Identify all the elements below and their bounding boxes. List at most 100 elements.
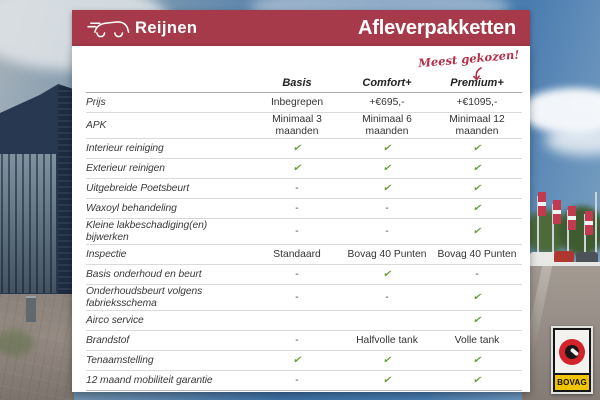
table-row: Exterieur reinigen ✔ ✔ ✔ [86, 158, 522, 178]
check-icon: ✔ [472, 142, 482, 154]
red-flag [538, 192, 546, 216]
bovag-wordmark: BOVAG [555, 375, 589, 390]
row-label: Interieur reiniging [86, 142, 164, 154]
table-row: Inspectie Standaard Bovag 40 Punten Bovag … [86, 244, 522, 264]
cell-value: - [295, 202, 299, 214]
row-label: 12 maand mobiliteit garantie [86, 374, 213, 386]
row-label: APK [86, 119, 107, 131]
flag-pole [537, 196, 539, 262]
table-row: Brandstof - Halfvolle tank Volle tank [86, 330, 522, 350]
car [530, 252, 556, 263]
package-table-body: Prijs Inbegrepen +€695,- +€1095,- APK Mini… [86, 92, 522, 392]
table-row: Airco service ✔ [86, 310, 522, 330]
brand-logo: Reijnen [86, 14, 197, 43]
check-icon: ✔ [472, 202, 482, 214]
row-label: Kleine lakbeschadiging(en) bijwerken [86, 220, 208, 243]
cell-value: - [385, 291, 389, 303]
car [554, 251, 574, 262]
cell-value: +€1095,- [456, 96, 498, 108]
guard-rail [524, 262, 600, 267]
table-row: Onderhoudsbeurt volgens fabrieksschema -… [86, 284, 522, 310]
check-icon: ✔ [472, 162, 482, 174]
row-label: Uitgebreide Poetsbeurt [86, 182, 190, 194]
cell-value: Volle tank [454, 334, 500, 346]
row-label: Waxoyl behandeling [86, 202, 177, 214]
row-label: Exterieur reinigen [86, 162, 165, 174]
dealership-building [0, 84, 84, 302]
brand-name: Reijnen [135, 18, 198, 37]
check-icon: ✔ [292, 142, 302, 154]
check-icon: ✔ [382, 269, 392, 281]
cell-value: +€695,- [369, 96, 405, 108]
flag-pole [552, 204, 554, 262]
cell-value: Bovag 40 Punten [437, 248, 517, 260]
row-label: Onderhoudsbeurt volgens fabrieksschema [86, 286, 203, 309]
cell-value: - [475, 268, 479, 280]
cell-value: - [295, 291, 299, 303]
check-icon: ✔ [382, 355, 392, 367]
cell-value: - [295, 182, 299, 194]
bovag-emblem-area [555, 330, 589, 373]
check-icon: ✔ [472, 292, 482, 304]
check-icon: ✔ [382, 142, 392, 154]
package-table-card: Meest gekozen! Basis Comfort+ Premium+ P… [72, 46, 530, 392]
annotation-arrow-icon [470, 67, 484, 87]
red-flag [568, 206, 576, 230]
check-icon: ✔ [382, 375, 392, 387]
flag-pole [567, 210, 569, 262]
check-icon: ✔ [292, 355, 302, 367]
lamppost [595, 192, 597, 262]
row-label: Airco service [86, 314, 144, 326]
table-row: Waxoyl behandeling - - ✔ [86, 198, 522, 218]
table-row: Tenaamstelling ✔ ✔ ✔ [86, 350, 522, 370]
bovag-logo: BOVAG [551, 326, 593, 394]
red-flag [553, 200, 561, 224]
cell-value: - [295, 374, 299, 386]
table-row: Interieur reiniging ✔ ✔ ✔ [86, 138, 522, 158]
row-label: Prijs [86, 96, 106, 108]
bovag-wheel-icon [559, 338, 585, 365]
car-sketch-icon [86, 14, 130, 43]
cell-value: Minimaal 12 maanden [449, 114, 505, 137]
table-row: 12 maand mobiliteit garantie - ✔ ✔ [86, 370, 522, 390]
row-label: Inspectie [86, 248, 127, 260]
flag-pole [584, 214, 586, 262]
cell-value: Standaard [273, 248, 321, 260]
column-header-comfort: Comfort+ [362, 77, 412, 89]
cell-value: Halfvolle tank [356, 334, 418, 346]
table-row: Garantie Wettelijk12 Maanden12 Maanden [86, 390, 522, 392]
cell-value: - [295, 225, 299, 237]
parked-cars [528, 249, 600, 265]
row-label: Tenaamstelling [86, 354, 154, 366]
row-label: Brandstof [86, 334, 130, 346]
cell-value: - [295, 268, 299, 280]
column-headers: Basis Comfort+ Premium+ [86, 46, 522, 92]
table-row: Kleine lakbeschadiging(en) bijwerken - - ✔ [86, 218, 522, 244]
cell-value: Bovag 40 Punten [347, 248, 427, 260]
grass-patch [0, 330, 34, 356]
red-flag [585, 211, 593, 235]
cell-value: - [385, 202, 389, 214]
row-label: Basis onderhoud en beurt [86, 268, 202, 280]
car [576, 252, 598, 263]
table-row: APK Minimaal 3 maanden Minimaal 6 maanden… [86, 112, 522, 138]
table-row: Uitgebreide Poetsbeurt - ✔ ✔ [86, 178, 522, 198]
table-row: Basis onderhoud en beurt - ✔ - [86, 264, 522, 284]
cell-value: Minimaal 6 maanden [362, 114, 412, 137]
building-glass-facade [0, 153, 56, 294]
cell-value: Inbegrepen [270, 96, 324, 108]
card-header: Reijnen Afleverpakketten [72, 10, 530, 46]
check-icon: ✔ [292, 162, 302, 174]
column-header-premium: Premium+ [450, 77, 504, 89]
cell-value: - [295, 334, 299, 346]
column-header-basis: Basis [282, 77, 312, 89]
page-title: Afleverpakketten [358, 16, 516, 39]
check-icon: ✔ [472, 182, 482, 194]
cell-value: Minimaal 3 maanden [272, 114, 322, 137]
check-icon: ✔ [472, 375, 482, 387]
sign-post [26, 296, 36, 322]
check-icon: ✔ [472, 226, 482, 237]
check-icon: ✔ [472, 355, 482, 367]
check-icon: ✔ [382, 182, 392, 194]
